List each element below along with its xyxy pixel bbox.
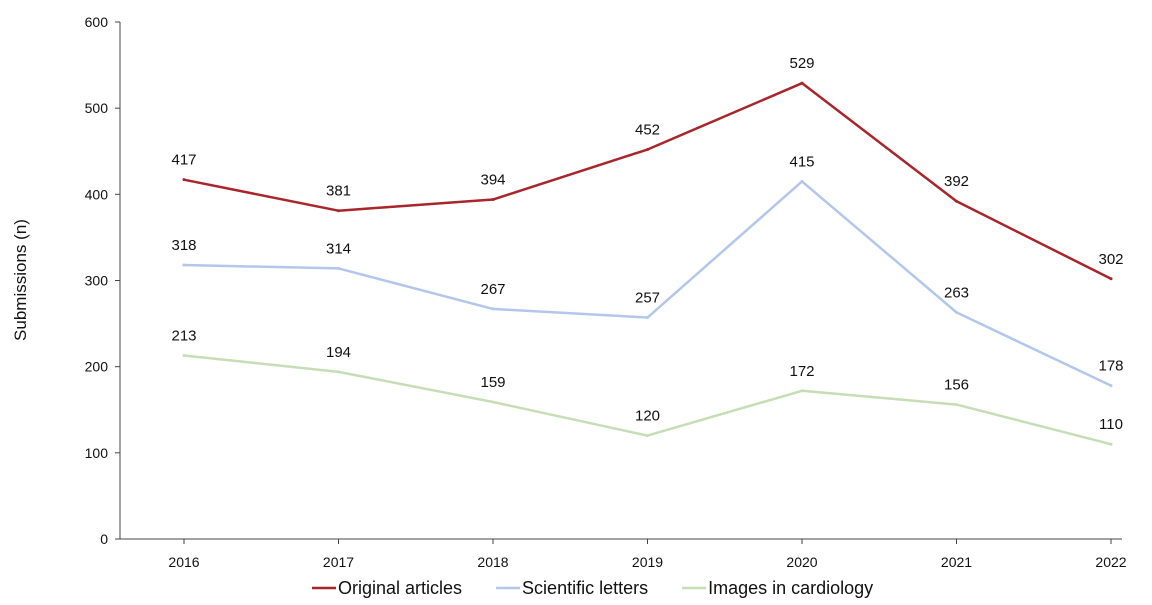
data-label: 394 xyxy=(480,172,505,189)
data-label: 120 xyxy=(635,408,660,425)
data-point xyxy=(337,209,340,213)
data-point xyxy=(955,310,958,314)
series-line-2 xyxy=(183,180,1112,387)
legend-label: Scientific letters xyxy=(522,578,648,598)
axes xyxy=(119,22,1122,540)
legend-item-2: Scientific letters xyxy=(496,578,648,598)
data-point xyxy=(955,403,958,407)
data-label: 257 xyxy=(635,290,660,307)
data-point xyxy=(1109,384,1113,388)
data-labels: 417 381 394 452 529 392 302 318 314 267 257 415 263 1… xyxy=(171,55,1123,433)
data-point xyxy=(646,148,649,152)
series-line-1 xyxy=(183,81,1112,280)
y-tick-label: 100 xyxy=(85,445,109,461)
data-label: 302 xyxy=(1098,251,1123,268)
series-line-3 xyxy=(183,354,1112,446)
legend-label: Original articles xyxy=(338,578,462,598)
data-point xyxy=(182,353,186,357)
data-point xyxy=(491,198,495,202)
data-point xyxy=(1109,442,1113,446)
data-point xyxy=(955,199,958,203)
data-label: 452 xyxy=(635,122,660,139)
data-point xyxy=(491,400,495,404)
data-label: 159 xyxy=(480,374,505,391)
data-label: 110 xyxy=(1099,416,1123,433)
y-tick-label: 600 xyxy=(85,14,109,30)
data-label: 392 xyxy=(944,173,969,190)
data-point xyxy=(182,263,186,267)
legend-item-1: Original articles xyxy=(312,578,462,598)
data-point xyxy=(1109,277,1113,281)
data-label: 417 xyxy=(171,152,196,169)
x-tick-label: 2022 xyxy=(1095,554,1126,570)
y-tick-label: 400 xyxy=(85,186,109,202)
x-tick-label: 2016 xyxy=(168,554,199,570)
data-point xyxy=(646,316,649,320)
data-point xyxy=(800,389,804,393)
x-tick-label: 2017 xyxy=(323,554,354,570)
legend: Original articles Scientific letters Image… xyxy=(312,578,873,598)
x-tick-labels: 2016 2017 2018 2019 2020 2021 2022 xyxy=(168,539,1127,570)
data-label: 194 xyxy=(326,344,351,361)
x-tick-label: 2021 xyxy=(941,554,972,570)
data-point xyxy=(337,266,340,270)
x-tick-label: 2020 xyxy=(786,554,817,570)
x-tick-label: 2019 xyxy=(632,554,663,570)
data-label: 267 xyxy=(480,281,505,298)
legend-label: Images in cardiology xyxy=(708,578,873,598)
data-label: 381 xyxy=(326,183,351,200)
y-tick-label: 200 xyxy=(85,359,109,375)
data-label: 213 xyxy=(171,327,196,344)
y-tick-label: 0 xyxy=(100,531,108,547)
data-point xyxy=(182,178,186,182)
y-tick-labels: 0 100 200 300 400 500 600 xyxy=(85,14,120,547)
data-label: 318 xyxy=(171,237,196,254)
data-point xyxy=(800,81,804,85)
y-axis-title: Submissions (n) xyxy=(11,219,30,341)
y-tick-label: 300 xyxy=(85,273,109,289)
legend-item-3: Images in cardiology xyxy=(682,578,873,598)
data-point xyxy=(800,179,804,183)
data-point xyxy=(491,307,495,311)
x-tick-label: 2018 xyxy=(477,554,508,570)
y-tick-label: 500 xyxy=(85,100,109,116)
data-point xyxy=(337,370,340,374)
data-label: 314 xyxy=(326,240,351,257)
data-label: 172 xyxy=(789,363,814,380)
data-label: 529 xyxy=(789,55,814,72)
series-layer xyxy=(182,81,1113,446)
data-label: 263 xyxy=(944,284,969,301)
data-label: 156 xyxy=(944,377,969,394)
data-point xyxy=(646,434,649,438)
data-label: 178 xyxy=(1098,358,1123,375)
data-label: 415 xyxy=(789,153,814,170)
